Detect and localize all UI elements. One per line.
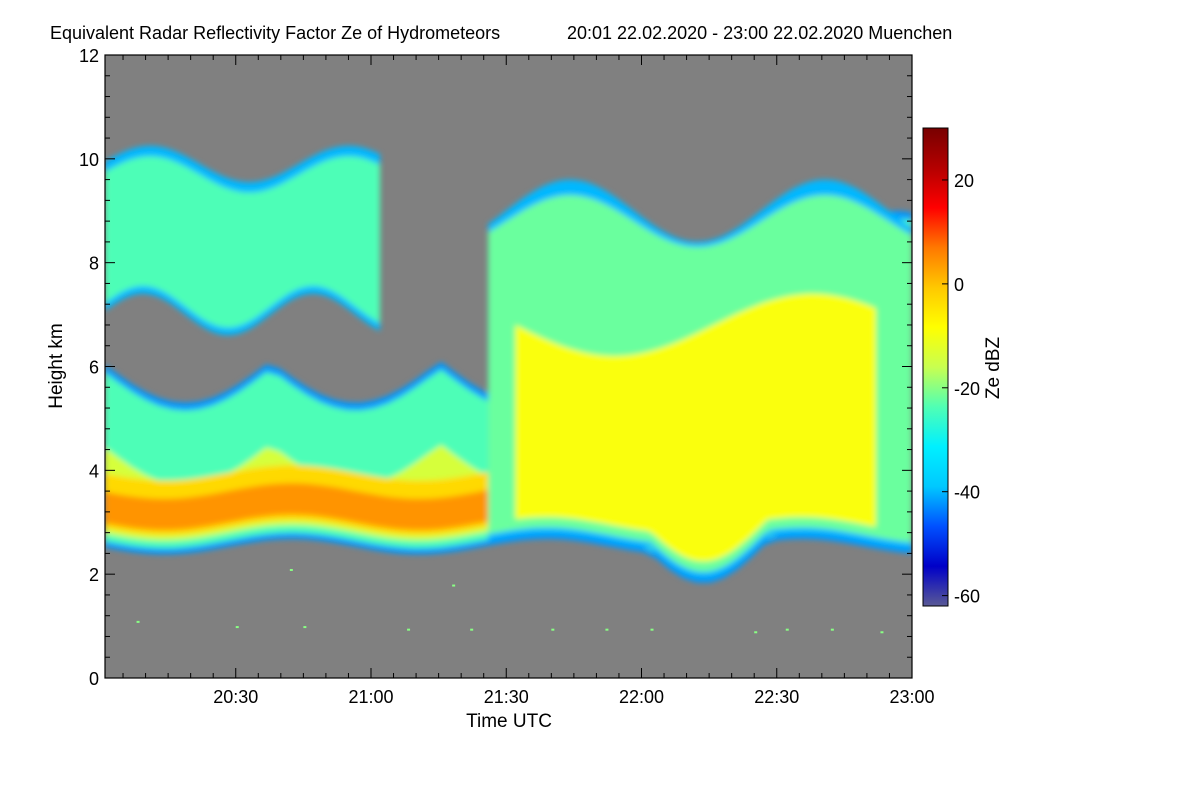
drizzle-speckle bbox=[136, 620, 140, 623]
colorbar-tick-label: -40 bbox=[954, 483, 980, 503]
x-axis-label: Time UTC bbox=[466, 711, 552, 732]
y-tick-label: 2 bbox=[89, 565, 99, 585]
y-axis: 0 2 4 6 8 10 12 bbox=[79, 46, 912, 689]
y-tick-label: 4 bbox=[89, 461, 99, 481]
x-tick-label: 23:00 bbox=[889, 687, 934, 707]
x-tick-label: 20:30 bbox=[213, 687, 258, 707]
colorbar-tick-label: 20 bbox=[954, 171, 974, 191]
chart-subtitle: 20:01 22.02.2020 - 23:00 22.02.2020 Muen… bbox=[567, 23, 952, 43]
drizzle-speckle bbox=[880, 631, 884, 634]
drizzle-speckle bbox=[754, 631, 758, 634]
drizzle-speckle bbox=[235, 626, 239, 629]
x-tick-label: 21:30 bbox=[484, 687, 529, 707]
drizzle-speckle bbox=[470, 628, 474, 631]
colorbar-tick-label: 0 bbox=[954, 275, 964, 295]
y-tick-label: 8 bbox=[89, 254, 99, 274]
drizzle-speckle bbox=[551, 628, 555, 631]
drizzle-speckle bbox=[303, 626, 307, 629]
y-axis-label: Height km bbox=[46, 323, 67, 409]
echo-east-tall-core bbox=[515, 293, 876, 562]
chart-title: Equivalent Radar Reflectivity Factor Ze … bbox=[50, 23, 500, 43]
echo-melting-layer bbox=[105, 483, 552, 530]
echo-layer bbox=[105, 145, 912, 634]
drizzle-speckle bbox=[650, 628, 654, 631]
x-tick-label: 21:00 bbox=[348, 687, 393, 707]
colorbar: -60 -40 -20 0 20 bbox=[922, 127, 980, 607]
y-tick-label: 12 bbox=[79, 46, 99, 66]
drizzle-speckle bbox=[407, 628, 411, 631]
colorbar-label: Ze dBZ bbox=[983, 336, 1004, 399]
echo-upper-fill bbox=[105, 156, 380, 328]
y-tick-label: 10 bbox=[79, 150, 99, 170]
drizzle-speckle bbox=[785, 628, 789, 631]
y-tick-label: 6 bbox=[89, 358, 99, 378]
x-axis: 20:30 21:00 21:30 22:00 22:30 23:00 bbox=[122, 55, 935, 707]
y-tick-label: 0 bbox=[89, 669, 99, 689]
drizzle-speckle bbox=[452, 584, 456, 587]
colorbar-tick-label: -20 bbox=[954, 379, 980, 399]
x-tick-label: 22:00 bbox=[619, 687, 664, 707]
drizzle-speckle bbox=[289, 568, 293, 571]
drizzle-speckle bbox=[830, 628, 834, 631]
colorbar-tick-label: -60 bbox=[954, 587, 980, 607]
colorbar-gradient bbox=[922, 127, 949, 607]
drizzle-speckle bbox=[605, 628, 609, 631]
echo-field bbox=[105, 145, 912, 583]
x-tick-label: 22:30 bbox=[754, 687, 799, 707]
